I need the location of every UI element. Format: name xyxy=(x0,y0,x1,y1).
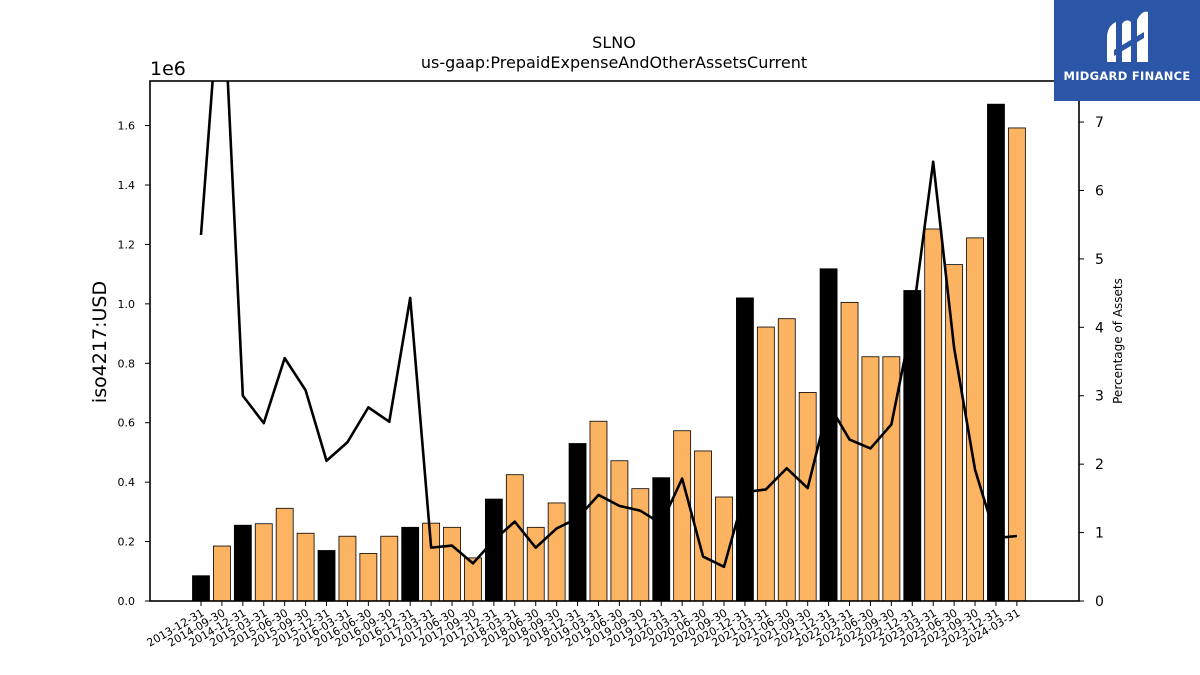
y2-tick-label: 4 xyxy=(1095,320,1104,336)
bar xyxy=(945,264,964,602)
line-series xyxy=(199,81,1018,569)
bar xyxy=(840,301,859,602)
bar xyxy=(819,268,838,602)
y2-tick-label: 3 xyxy=(1095,389,1104,405)
y2-tick-label: 2 xyxy=(1095,457,1104,473)
bar xyxy=(296,532,315,602)
y-tick-label: 1.0 xyxy=(118,298,136,311)
chart-title: SLNO xyxy=(592,33,636,52)
bar xyxy=(631,488,650,602)
bar xyxy=(443,526,461,602)
y-tick-label: 0.4 xyxy=(118,476,136,489)
chart-subtitle: us-gaap:PrepaidExpenseAndOtherAssetsCurr… xyxy=(421,53,807,72)
bar xyxy=(192,575,210,602)
bar xyxy=(903,290,922,602)
y-tick-label: 0.2 xyxy=(118,536,136,549)
y2-tick-label: 1 xyxy=(1095,526,1104,542)
y-axis-label: iso4217:USD xyxy=(89,281,111,403)
bar xyxy=(1007,127,1026,602)
bar xyxy=(756,326,775,602)
bar xyxy=(736,297,754,602)
bar xyxy=(401,526,420,602)
bar xyxy=(338,535,357,602)
bar xyxy=(233,524,252,602)
bar xyxy=(505,474,524,602)
y-tick-label: 1.2 xyxy=(118,238,136,251)
y2-tick-label: 0 xyxy=(1095,594,1104,610)
bar-series xyxy=(192,103,1026,602)
y-tick-label: 0.6 xyxy=(118,417,136,430)
y-offset-label: 1e6 xyxy=(150,58,186,80)
axes xyxy=(149,80,1080,602)
bar xyxy=(694,450,712,602)
y2-axis-label: Percentage of Assets xyxy=(1111,278,1125,404)
y-tick-label: 1.6 xyxy=(118,120,136,133)
y2-tick-label: 5 xyxy=(1095,252,1104,268)
bar xyxy=(798,392,817,602)
brand-logo: MIDGARD FINANCE xyxy=(1054,0,1200,101)
bar xyxy=(861,356,880,602)
bar xyxy=(484,498,503,602)
bar xyxy=(380,535,399,602)
y-tick-label: 0.8 xyxy=(118,357,136,370)
brand-name: MIDGARD FINANCE xyxy=(1063,69,1191,83)
tick-marks xyxy=(145,121,1084,606)
y2-tick-label: 7 xyxy=(1095,115,1104,131)
y-tick-label: 1.4 xyxy=(118,179,136,192)
bar xyxy=(317,550,336,602)
bar xyxy=(777,318,796,602)
y2-tick-label: 6 xyxy=(1095,183,1104,199)
bar xyxy=(966,237,984,602)
bar xyxy=(924,228,943,602)
bar xyxy=(213,545,231,602)
plot-frame xyxy=(149,80,1080,602)
y-tick-label: 0.0 xyxy=(118,595,136,608)
bar xyxy=(547,502,566,602)
midgard-mountain-icon xyxy=(1107,11,1148,62)
bar xyxy=(987,103,1005,602)
chart-text: SLNO us-gaap:PrepaidExpenseAndOtherAsset… xyxy=(89,33,1125,650)
percentage-line xyxy=(199,81,1018,569)
bar xyxy=(673,430,692,602)
bar xyxy=(589,420,608,602)
bar xyxy=(359,553,378,602)
bar xyxy=(652,477,671,602)
bar xyxy=(254,523,273,602)
bar xyxy=(610,460,629,602)
bar xyxy=(275,507,294,602)
